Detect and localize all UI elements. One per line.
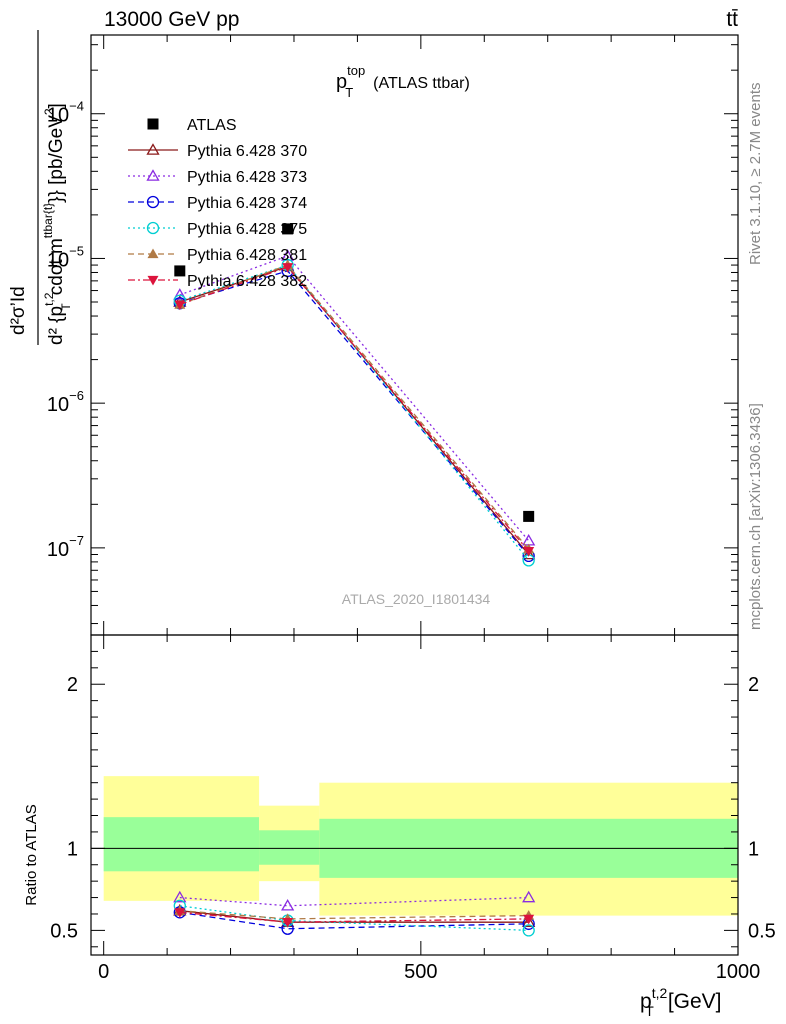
y-tick-label: 10−7 <box>47 533 84 561</box>
series-6 <box>174 263 535 557</box>
y-label-numerator: d²σ’Id <box>8 286 29 335</box>
ratio-line <box>179 905 529 932</box>
uncertainty-band-green <box>259 830 320 865</box>
series-0 <box>174 223 535 522</box>
series-5 <box>174 259 535 554</box>
energy-label: 13000 GeV pp <box>104 8 239 31</box>
ratio-bands <box>91 776 738 916</box>
data-point <box>174 300 186 311</box>
legend-marker <box>147 248 159 259</box>
ratio-y-label: Ratio to ATLAS <box>23 804 40 905</box>
legend-label: Pythia 6.428 373 <box>187 169 307 186</box>
series-3 <box>173 264 535 563</box>
legend-entry: ATLAS <box>147 117 237 134</box>
series-4 <box>173 258 535 567</box>
main-panel: 10−4 10−5 10−6 10−7 ptop T (ATLAS ttbar) ATLA… <box>8 30 739 636</box>
ratio-point <box>522 924 535 937</box>
legend-marker <box>147 118 159 130</box>
x-tick-label: 500 <box>404 961 437 983</box>
data-point <box>282 263 294 273</box>
ratio-y-tick-label: 1 <box>67 838 78 860</box>
data-point <box>173 288 187 300</box>
legend-entry: Pythia 6.428 374 <box>128 195 307 212</box>
series-line <box>179 266 530 552</box>
ratio-series-5 <box>174 908 535 928</box>
ratio-line <box>179 896 529 907</box>
data-point <box>523 510 535 522</box>
legend-label: Pythia 6.428 382 <box>187 273 307 290</box>
mcplots-label: mcplots.cern.ch [arXiv:1306.3436] <box>747 403 764 630</box>
series-line <box>179 265 530 555</box>
ratio-point <box>522 890 536 903</box>
ratio-point <box>522 915 536 927</box>
x-tick-label: 0 <box>98 961 109 983</box>
title-p: p <box>336 71 347 93</box>
main-series <box>173 223 536 567</box>
series-1 <box>173 259 536 560</box>
rivet-version-label: Rivet 3.1.10, ≥ 2.7M events <box>747 83 764 266</box>
legend-entry: Pythia 6.428 382 <box>128 273 307 290</box>
ratio-frame <box>90 634 739 956</box>
title-rest: (ATLAS ttbar) <box>373 75 470 92</box>
uncertainty-band-green <box>103 817 260 872</box>
main-y-label: d²σ’Id d² {pt,2Tcdot mttbar{t}}} [pb/GeV… <box>8 30 73 345</box>
data-point <box>523 546 535 557</box>
legend-entry: Pythia 6.428 375 <box>128 221 307 238</box>
legend-label: Pythia 6.428 370 <box>187 143 307 160</box>
legend-marker <box>146 169 160 181</box>
ratio-point <box>174 908 186 918</box>
ratio-y-tick-label-right: 0.5 <box>748 920 776 942</box>
ratio-panel: 0.5 0.5 1 1 2 2 0 500 1000 Ratio to ATLAS pt,2 T[… <box>23 634 776 1019</box>
series-line <box>179 270 530 557</box>
y-tick-label: 10−6 <box>47 388 84 416</box>
ratio-point <box>173 890 187 903</box>
ratio-series <box>173 890 536 937</box>
title-sub: T <box>345 85 353 100</box>
series-line <box>179 264 530 561</box>
x-axis-label: pt,2 T [GeV] <box>640 985 722 1019</box>
legend-marker <box>146 221 160 235</box>
y-label-denominator: d² {pt,2Tcdot mttbar{t}}} [pb/GeV2] <box>41 103 73 345</box>
ratio-point <box>523 914 535 925</box>
ratio-plot-frame <box>90 634 739 956</box>
legend-label: Pythia 6.428 381 <box>187 247 307 264</box>
ratio-y-tick-label: 2 <box>67 674 78 696</box>
ratio-point <box>281 898 295 911</box>
x-tick-label: 1000 <box>716 961 761 983</box>
y-tick-label: 10−5 <box>47 243 84 271</box>
ratio-ticks: 0.5 0.5 1 1 2 2 0 500 1000 <box>50 635 776 983</box>
data-point <box>282 223 294 235</box>
ratio-series-1 <box>173 890 536 911</box>
legend-marker <box>146 195 160 209</box>
ratio-y-tick-label: 0.5 <box>50 920 78 942</box>
main-y-ticks: 10−4 10−5 10−6 10−7 <box>47 35 739 635</box>
legend-label: Pythia 6.428 375 <box>187 221 307 238</box>
legend: ATLAS Pythia 6.428 370 Pythia 6.428 373 Pyt… <box>128 117 307 290</box>
main-title: ptop T (ATLAS ttbar) <box>336 63 470 100</box>
series-line <box>179 255 530 542</box>
legend-marker <box>146 143 160 155</box>
legend-marker <box>147 275 159 286</box>
data-point <box>174 265 186 277</box>
data-point <box>522 547 536 560</box>
data-point <box>522 533 536 546</box>
legend-label: Pythia 6.428 374 <box>187 195 307 212</box>
legend-entry: Pythia 6.428 373 <box>128 169 307 186</box>
title-sup: top <box>347 63 365 78</box>
y-tick-label: 10−4 <box>47 99 84 127</box>
ratio-point <box>282 918 294 928</box>
series-2 <box>173 249 536 546</box>
legend-label: ATLAS <box>187 117 237 134</box>
legend-entry: Pythia 6.428 370 <box>128 143 307 160</box>
legend-entry: Pythia 6.428 381 <box>128 247 307 264</box>
process-label: tt̄ <box>726 8 738 31</box>
series-line <box>179 264 530 550</box>
ratio-y-tick-label-right: 1 <box>748 838 759 860</box>
analysis-watermark: ATLAS_2020_I1801434 <box>342 591 491 607</box>
ratio-y-tick-label-right: 2 <box>748 674 759 696</box>
